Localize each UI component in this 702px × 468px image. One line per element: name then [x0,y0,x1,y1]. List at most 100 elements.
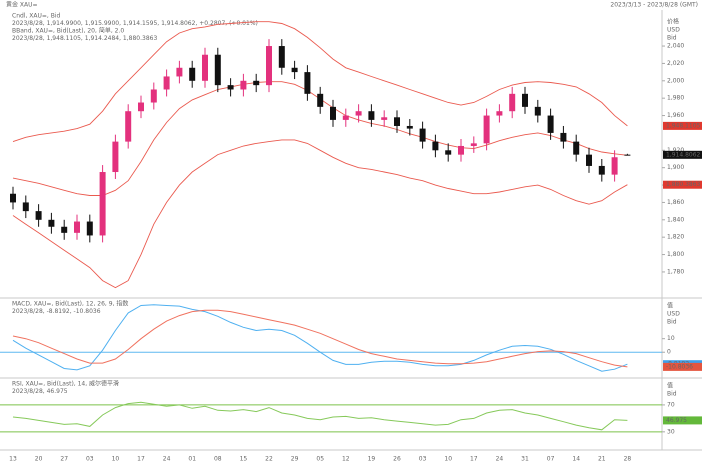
x-tick-label: 20 [35,456,43,463]
axis-label: 值 [667,382,673,390]
x-tick-label: 03 [86,456,94,463]
axis-label: USD [667,27,680,34]
x-tick-label: 24 [496,456,504,463]
candle-body [368,111,375,120]
y-tick-label: 0 [667,349,671,356]
candle-body [112,141,119,173]
y-tick-label: 1,840 [667,216,684,223]
candle-body [330,106,336,120]
legend-text: RSI, XAU=, Bid(Last), 14, 威尔德平滑 [12,380,119,388]
candle-body [214,54,221,86]
legend-text: BBand, XAU=, Bid(Last), 20, 简单, 2.0 [12,27,124,35]
price-tag [663,121,702,130]
legend-text: 2023/8/28, 1,914.9900, 1,915.9900, 1,914… [12,20,258,27]
candle-body [355,111,362,116]
candle-body [598,165,605,175]
candle-body [304,72,311,94]
candle-body [61,226,68,233]
x-tick-label: 15 [240,456,248,463]
candle-body [342,115,349,120]
candle-body [445,150,452,155]
candle-body [86,221,93,236]
x-tick-label: 19 [368,456,376,463]
x-tick-label: 10 [444,456,452,463]
price-tag-label: 46.975 [666,417,687,424]
y-tick-label: 2,020 [667,60,684,67]
x-tick-label: 29 [291,456,299,463]
y-tick-label: 10 [667,335,675,342]
x-tick-label: 26 [393,456,401,463]
y-tick-label: 1,820 [667,234,684,241]
x-tick-label: 24 [163,456,171,463]
price-tag [663,150,702,159]
y-tick-label: 1,900 [667,164,684,171]
candle-body [150,89,157,103]
candle-body [253,80,260,86]
candle-body [99,172,106,236]
y-tick-label: 30 [667,428,675,435]
axis-label: Bid [667,35,677,42]
price-tag [663,362,702,371]
candle-body [291,67,298,73]
candle-body [381,117,388,120]
x-tick-label: 07 [547,456,555,463]
band-line [12,139,628,289]
price-tag [663,180,702,189]
candle-body [458,145,464,155]
window-title: 黄金 XAU= [6,1,38,9]
x-tick-label: 22 [265,456,273,463]
candle-body [240,80,247,90]
candle-body [35,211,42,220]
candle-body [419,128,426,142]
y-tick-label: 1,800 [667,251,684,258]
legend-text: Cndl, XAU=, Bid [12,13,61,20]
x-tick-label: 17 [137,456,145,463]
legend-text: MACD, XAU=, Bid(Last), 12, 26, 9, 指数 [12,300,128,308]
candle-body [522,93,528,107]
price-tag-label: 1,948.1105 [666,122,701,129]
axis-label: USD [667,311,680,318]
candle-body [227,85,234,90]
candle-body [611,157,618,175]
y-tick-label: 1,860 [667,199,684,206]
x-tick-label: 03 [419,456,427,463]
x-tick-label: 27 [60,456,68,463]
axis-label: Bid [667,319,677,326]
candle-body [163,76,170,90]
candle-body [48,219,55,227]
price-tag [663,416,702,425]
x-tick-label: 12 [342,456,350,463]
candle-body [534,106,541,116]
legend-text: 2023/8/28, 46.975 [12,388,68,395]
y-tick-label: 2,000 [667,77,684,84]
candle-body [470,143,477,146]
candle-body [560,132,567,142]
candle-body [74,221,80,233]
candle-body [10,193,16,203]
series-line [12,309,628,368]
candle-body [278,46,285,68]
x-tick-label: 10 [112,456,120,463]
y-tick-label: 2,040 [667,43,684,50]
price-tag-label: -10.8036 [666,363,693,370]
candle-body [432,141,439,151]
series-line [12,401,628,431]
series-line [12,304,628,372]
x-tick-label: 14 [572,456,580,463]
candle-body [202,54,208,81]
candle-body [509,93,516,112]
candle-body [394,117,400,126]
x-tick-label: 31 [521,456,529,463]
x-tick-label: 21 [598,456,606,463]
price-tag-label: 1,880.3863 [666,181,701,188]
y-tick-label: 1,980 [667,95,684,102]
axis-label: 值 [667,302,673,310]
candle-body [573,141,580,155]
candle-body [266,46,272,86]
candle-body [624,154,631,156]
candle-body [406,125,413,129]
x-tick-label: 08 [214,456,222,463]
x-tick-label: 17 [470,456,478,463]
